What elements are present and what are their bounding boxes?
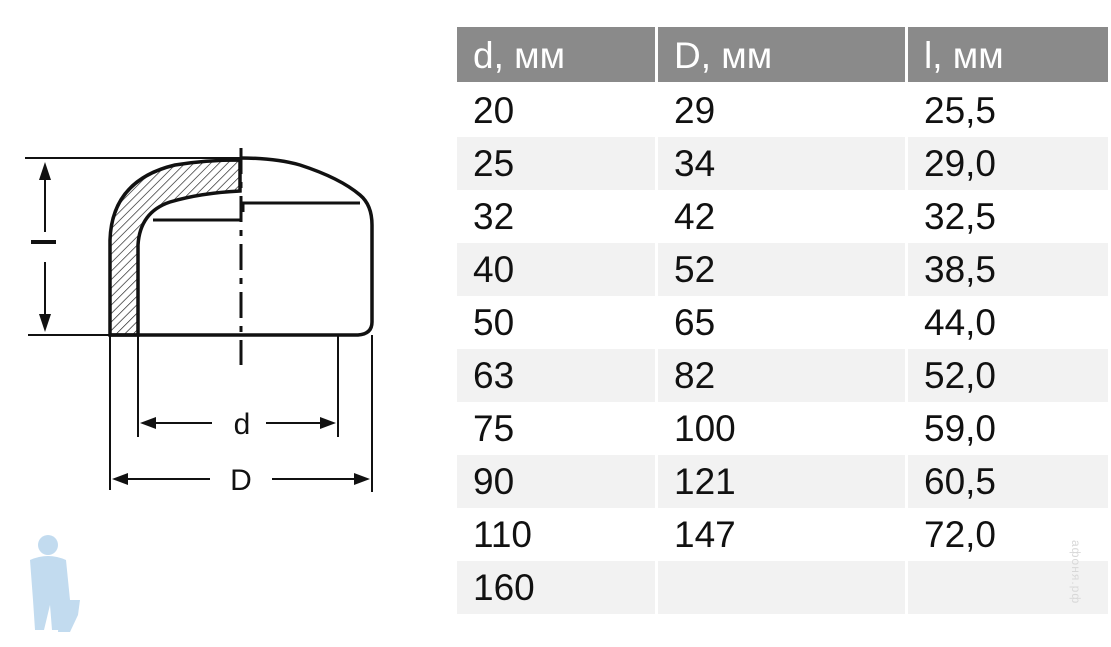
d-label: d [234,408,251,441]
table-row: 90 121 60,5 [457,455,1108,508]
table-cell: 44,0 [924,302,997,343]
table-header-row: d, мм D, мм l, мм [457,27,1108,84]
D-label: D [230,464,252,497]
table-cell: 20 [457,84,658,137]
table-cell: 72,0 [924,514,997,555]
table-cell: 50 [457,296,658,349]
table-row: 75 100 59,0 [457,402,1108,455]
table-row: 110 147 72,0 [457,508,1108,561]
table-cell: 90 [457,455,658,508]
table-cell: 25 [457,137,658,190]
table-cell [658,561,908,614]
cap-outline [110,156,374,337]
table-cell: 121 [658,455,908,508]
table-row: 40 52 38,5 [457,243,1108,296]
dimensions-table: d, мм D, мм l, мм 20 29 25,5 25 34 29,0 32 42 32… [457,27,1108,614]
table-row: 50 65 44,0 [457,296,1108,349]
pipe-cap-drawing: d D [25,148,374,632]
table-cell: 25,5 [924,90,997,131]
table-cell: 32,5 [924,196,997,237]
inner-line-right [241,201,360,212]
table-cell: 160 [457,561,658,614]
table-cell: 110 [457,508,658,561]
table-cell: 65 [658,296,908,349]
table-cell: 29 [658,84,908,137]
table-cell: 147 [658,508,908,561]
table-cell: 40 [457,243,658,296]
table-cell: 63 [457,349,658,402]
table-cell: 52 [658,243,908,296]
hatched-wall-section [108,158,242,337]
table-row: 32 42 32,5 [457,190,1108,243]
table-cell [908,561,1108,614]
header-l: l, мм [908,27,1108,82]
header-D: D, мм [658,27,908,82]
table-cell: 52,0 [908,349,1108,402]
header-d: d, мм [457,27,658,82]
table-row: 25 34 29,0 [457,137,1108,190]
watermark-text: афоня.рф [1069,540,1083,605]
table-cell: 82 [658,349,908,402]
plumber-logo-icon [30,535,80,632]
table-row: 20 29 25,5 [457,84,1108,137]
table-cell: 60,5 [908,455,1108,508]
table-cell: 42 [658,190,908,243]
table-cell: 29,0 [908,137,1108,190]
table-cell: 75 [457,402,658,455]
table-cell: 34 [658,137,908,190]
table-cell: 32 [457,190,658,243]
table-cell: 38,5 [908,243,1108,296]
table-row: 160 [457,561,1108,614]
table-row: 63 82 52,0 [457,349,1108,402]
table-cell: 100 [658,402,908,455]
table-cell: 59,0 [924,408,997,449]
